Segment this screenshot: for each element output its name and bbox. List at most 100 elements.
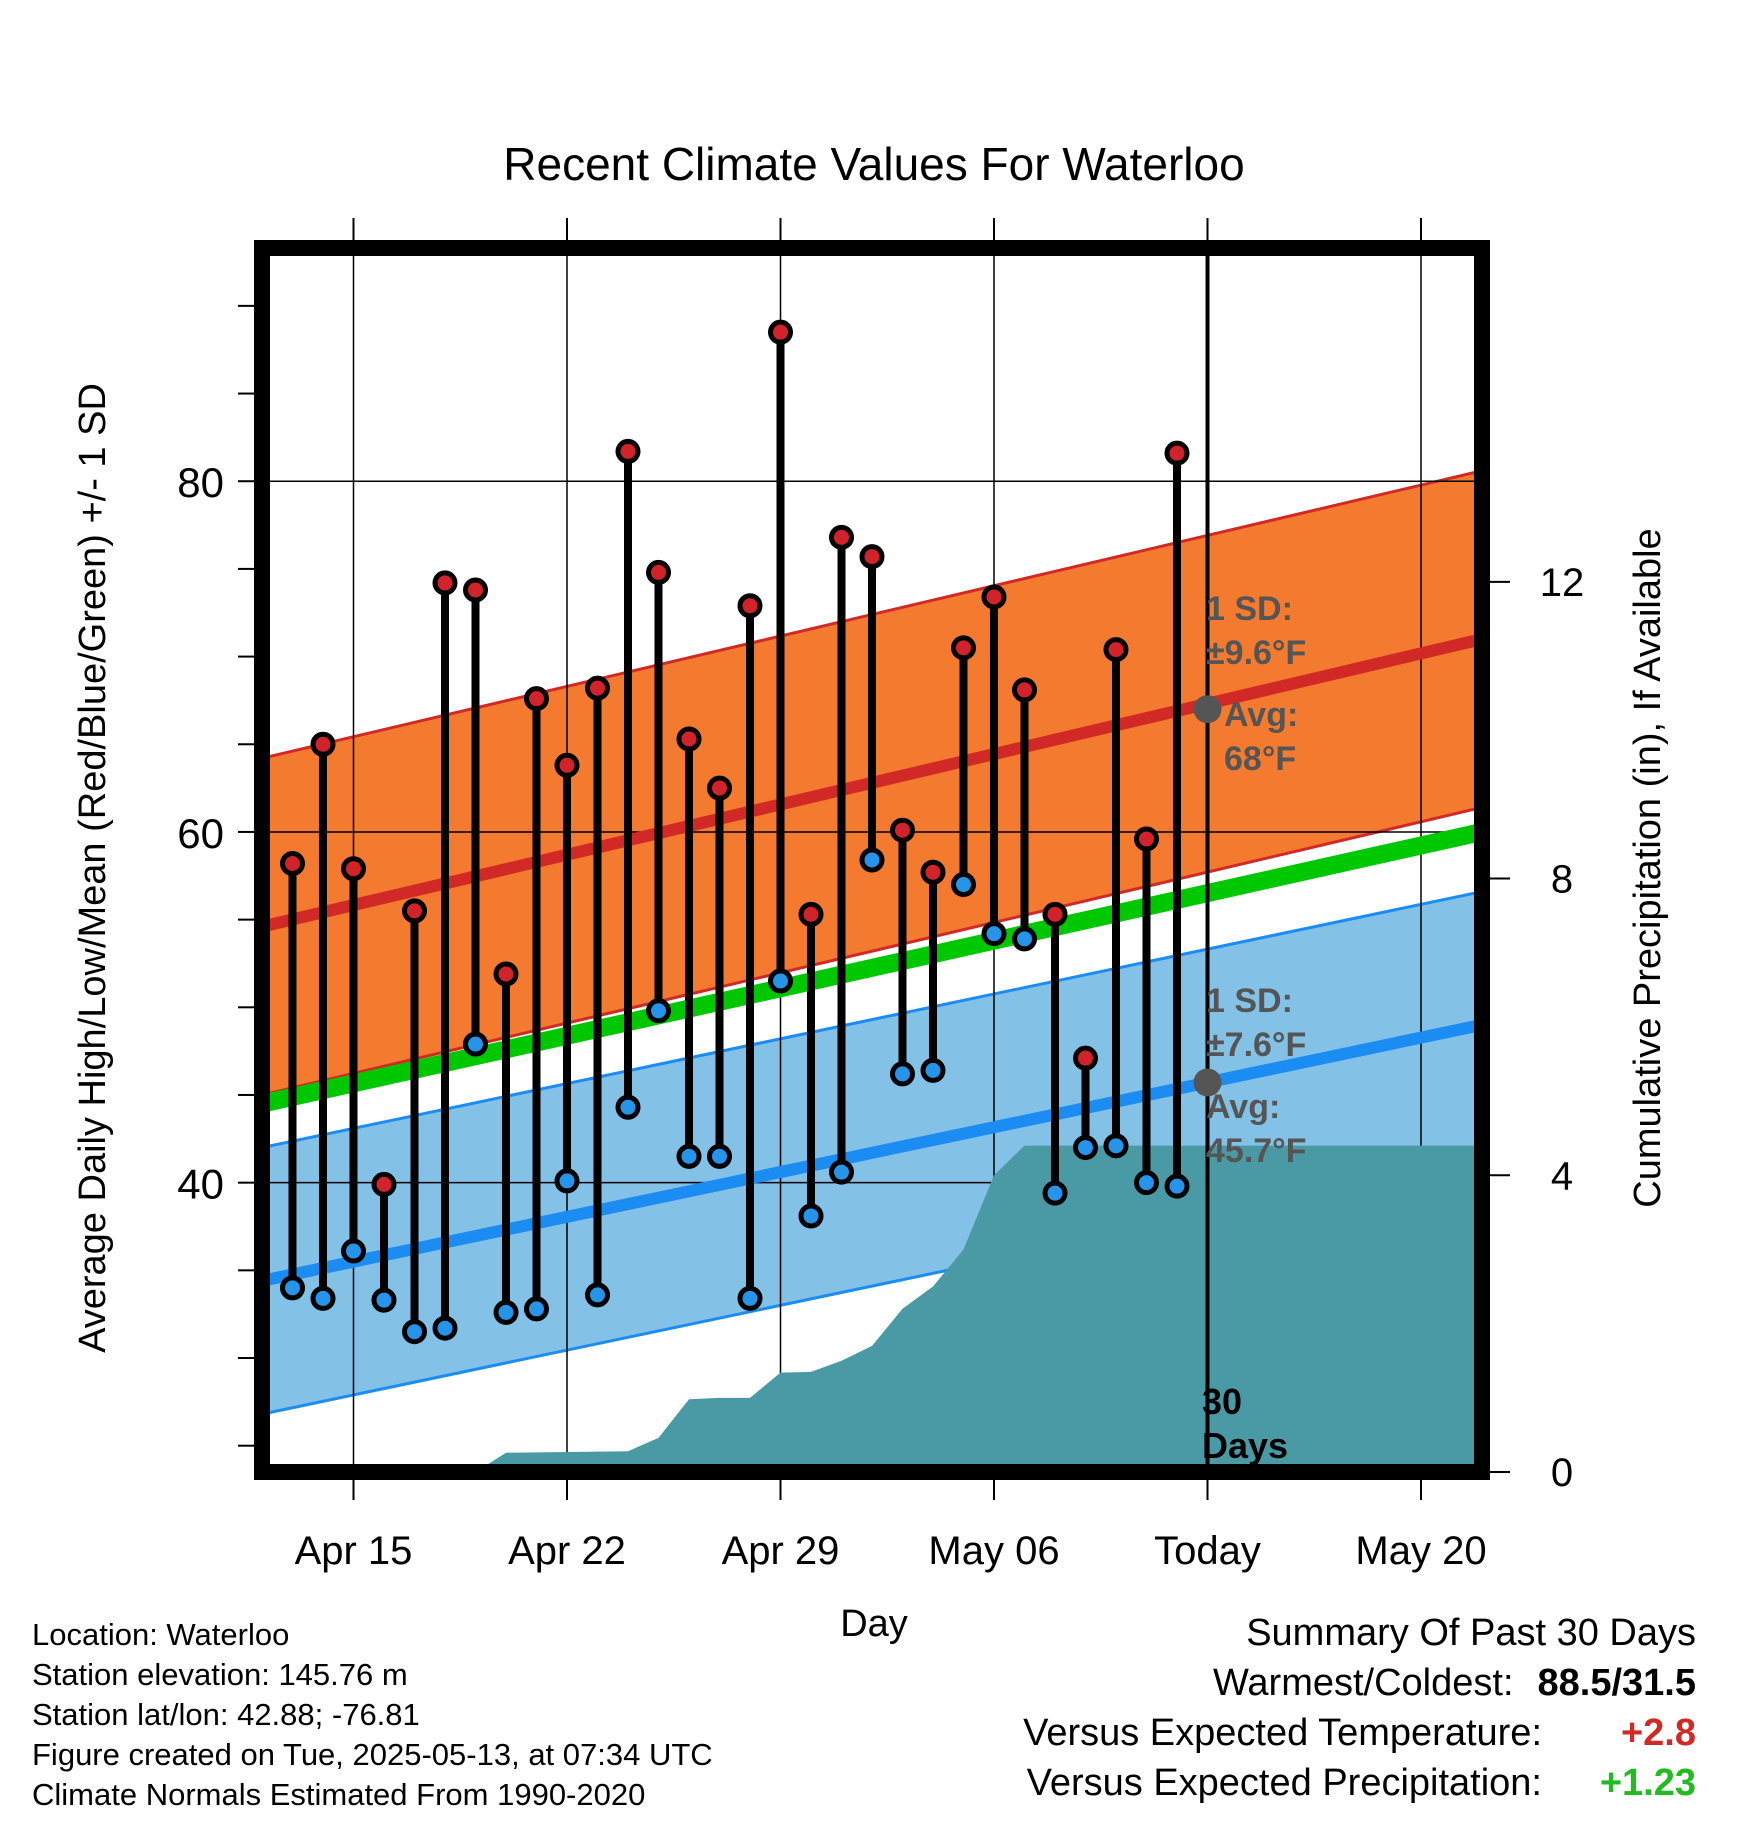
daily-high-point-11 bbox=[615, 438, 641, 464]
y-tick-label-left-40: 40 bbox=[177, 1161, 224, 1208]
temp-label: Versus Expected Temperature: bbox=[1023, 1712, 1542, 1754]
daily-high-point-9 bbox=[554, 752, 580, 778]
daily-low-point-13 bbox=[676, 1143, 702, 1169]
warm-cold-label: Warmest/Coldest: bbox=[1212, 1662, 1514, 1704]
location-text: Location: Waterloo bbox=[32, 1617, 290, 1652]
daily-low-point-21 bbox=[920, 1057, 946, 1083]
created-text: Figure created on Tue, 2025-05-13, at 07… bbox=[32, 1737, 713, 1772]
y-tick-label-right-4: 4 bbox=[1551, 1154, 1573, 1198]
y-tick-label-right-8: 8 bbox=[1551, 858, 1573, 902]
daily-high-point-1 bbox=[310, 731, 336, 757]
daily-low-point-25 bbox=[1042, 1180, 1068, 1206]
latlon-text: Station lat/lon: 42.88; -76.81 bbox=[32, 1697, 420, 1732]
daily-low-point-22 bbox=[951, 872, 976, 898]
daily-high-point-27 bbox=[1103, 637, 1129, 663]
daily-low-point-7 bbox=[493, 1299, 519, 1325]
daily-high-point-14 bbox=[707, 775, 732, 801]
x-axis-label: Day bbox=[840, 1603, 908, 1645]
y-axis-label-left: Average Daily High/Low/Mean (Red/Blue/Gr… bbox=[72, 383, 114, 1353]
daily-high-point-5 bbox=[432, 570, 458, 596]
precipitation-area bbox=[475, 1145, 1482, 1472]
daily-high-point-21 bbox=[920, 859, 946, 885]
daily-low-point-9 bbox=[554, 1168, 580, 1194]
daily-low-point-1 bbox=[310, 1285, 336, 1311]
precip-label: Versus Expected Precipitation: bbox=[1026, 1762, 1542, 1804]
normal-low-line bbox=[262, 1018, 1482, 1287]
x-tick-label-4: Today bbox=[1154, 1529, 1261, 1573]
daily-high-point-20 bbox=[890, 817, 915, 843]
days-label-number: 30 bbox=[1202, 1381, 1242, 1422]
daily-low-point-5 bbox=[432, 1315, 458, 1341]
daily-low-point-20 bbox=[890, 1061, 915, 1087]
summary-panel: Summary Of Past 30 Days Warmest/Coldest:… bbox=[1023, 1608, 1696, 1808]
daily-high-point-3 bbox=[371, 1171, 397, 1197]
low-avg-label: Avg: bbox=[1206, 1088, 1280, 1126]
daily-low-point-29 bbox=[1164, 1173, 1190, 1199]
daily-high-point-2 bbox=[341, 856, 366, 882]
y-tick-label-right-12: 12 bbox=[1540, 561, 1585, 605]
daily-low-point-26 bbox=[1073, 1135, 1098, 1161]
precip-value: +1.23 bbox=[1599, 1762, 1696, 1804]
warm-cold-value: 88.5/31.5 bbox=[1537, 1662, 1696, 1704]
high-sd-label: 1 SD: bbox=[1206, 590, 1293, 628]
low-avg-value: 45.7°F bbox=[1206, 1132, 1307, 1170]
daily-high-point-29 bbox=[1164, 440, 1190, 466]
x-tick-label-0: Apr 15 bbox=[295, 1529, 413, 1573]
today-high-avg-marker bbox=[1193, 695, 1222, 724]
daily-low-point-23 bbox=[981, 921, 1007, 947]
daily-high-point-18 bbox=[829, 524, 854, 550]
daily-low-point-15 bbox=[737, 1285, 763, 1311]
daily-low-point-2 bbox=[341, 1238, 366, 1264]
low-sd-value: ±7.6°F bbox=[1206, 1026, 1306, 1064]
daily-high-point-4 bbox=[402, 898, 427, 924]
daily-low-point-14 bbox=[707, 1143, 732, 1169]
daily-low-point-12 bbox=[646, 998, 671, 1024]
today-low-avg-marker bbox=[1193, 1068, 1222, 1097]
days-label-text: Days bbox=[1202, 1425, 1288, 1466]
temp-value: +2.8 bbox=[1620, 1712, 1696, 1754]
station-info: Location: Waterloo Station elevation: 14… bbox=[32, 1615, 713, 1815]
daily-low-point-24 bbox=[1012, 926, 1037, 952]
daily-high-point-12 bbox=[646, 559, 671, 585]
y-tick-label-right-0: 0 bbox=[1551, 1451, 1573, 1495]
daily-low-point-18 bbox=[829, 1159, 854, 1185]
daily-high-point-10 bbox=[585, 675, 610, 701]
daily-high-point-24 bbox=[1012, 677, 1037, 703]
daily-high-point-28 bbox=[1134, 826, 1159, 852]
daily-low-point-10 bbox=[585, 1282, 610, 1308]
daily-high-point-25 bbox=[1042, 901, 1068, 927]
low-sd-label: 1 SD: bbox=[1206, 982, 1293, 1020]
daily-low-point-0 bbox=[280, 1275, 305, 1301]
elevation-text: Station elevation: 145.76 m bbox=[32, 1657, 408, 1692]
daily-low-point-6 bbox=[463, 1031, 488, 1057]
high-avg-label: Avg: bbox=[1224, 696, 1298, 734]
summary-warm-cold: Warmest/Coldest: 88.5/31.5 bbox=[1023, 1658, 1696, 1708]
daily-low-point-28 bbox=[1134, 1170, 1159, 1196]
summary-precip: Versus Expected Precipitation: +1.23 bbox=[1023, 1758, 1696, 1808]
daily-low-point-3 bbox=[371, 1287, 397, 1313]
daily-low-point-8 bbox=[524, 1296, 549, 1322]
y-tick-label-left-80: 80 bbox=[177, 459, 224, 506]
normals-text: Climate Normals Estimated From 1990-2020 bbox=[32, 1777, 646, 1812]
high-avg-value: 68°F bbox=[1224, 740, 1296, 778]
daily-high-point-26 bbox=[1073, 1045, 1098, 1071]
high-sd-value: ±9.6°F bbox=[1206, 634, 1306, 672]
x-tick-label-3: May 06 bbox=[928, 1529, 1059, 1573]
y-tick-label-left-60: 60 bbox=[177, 810, 224, 857]
x-tick-label-5: May 20 bbox=[1355, 1529, 1486, 1573]
daily-high-point-13 bbox=[676, 726, 702, 752]
daily-high-point-19 bbox=[859, 544, 885, 570]
summary-heading: Summary Of Past 30 Days bbox=[1246, 1612, 1696, 1654]
daily-low-point-4 bbox=[402, 1319, 427, 1345]
plot-frame-right-edge bbox=[1482, 248, 1490, 1472]
daily-high-point-22 bbox=[951, 635, 976, 661]
chart-title: Recent Climate Values For Waterloo bbox=[503, 138, 1244, 190]
daily-high-point-15 bbox=[737, 593, 763, 619]
daily-high-point-6 bbox=[463, 577, 488, 603]
daily-low-point-19 bbox=[859, 847, 885, 873]
summary-temp: Versus Expected Temperature: +2.8 bbox=[1023, 1708, 1696, 1758]
x-tick-label-2: Apr 29 bbox=[722, 1529, 840, 1573]
daily-high-point-0 bbox=[280, 851, 305, 877]
daily-low-point-27 bbox=[1103, 1133, 1129, 1159]
